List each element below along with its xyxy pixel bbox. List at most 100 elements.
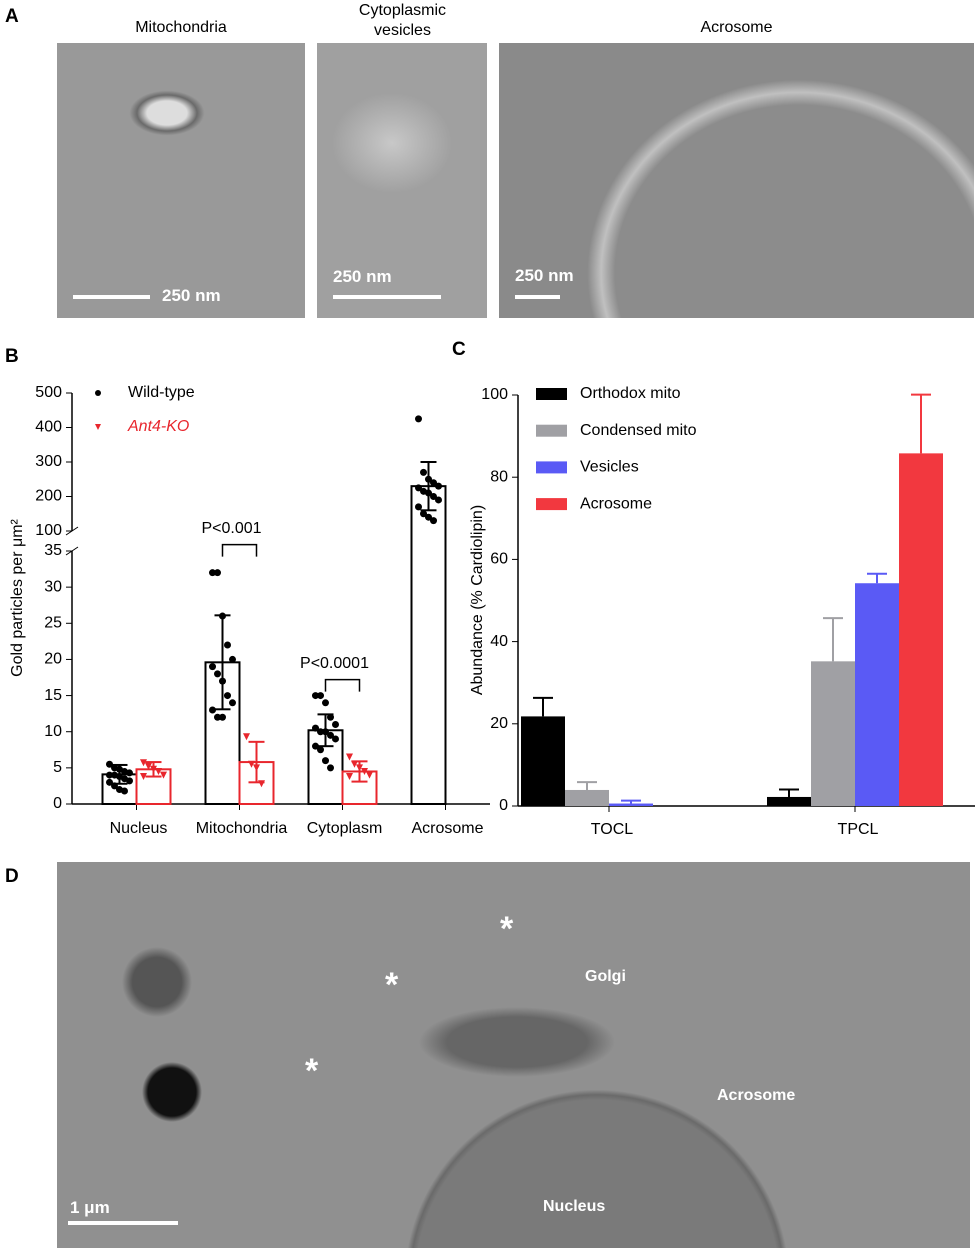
error-bar [867,572,887,584]
legend-swatch [536,388,567,400]
legend-swatch [536,498,567,511]
y-tick-label: 0 [53,795,62,812]
data-point [150,765,157,773]
y-tick-label: 500 [35,384,62,401]
bar [565,789,609,806]
scale-bar [68,1221,178,1225]
data-point [435,496,442,504]
legend-label: Ant4-KO [127,418,189,435]
error-bar [533,696,553,717]
marker: * [305,1052,319,1090]
y-tick-label: 20 [44,651,62,668]
data-point [126,769,133,777]
panel-label: B [5,346,19,367]
annotation: P<0.0001 [300,655,369,672]
scale-bar-label: 250 nm [515,266,574,285]
data-point [155,767,162,775]
scale-bar-label: 250 nm [333,267,392,286]
significance-bracket [324,678,361,692]
data-point [253,764,260,772]
data-point [312,724,319,732]
y-tick-label: 15 [44,687,62,704]
data-point [366,771,373,779]
y-tick-label: 5 [53,759,62,776]
data-point [214,569,221,577]
legend-marker [95,424,101,430]
image-label: Golgi [585,968,626,985]
y-tick-label: 80 [490,468,508,485]
data-point [425,475,432,483]
data-point [209,569,216,577]
image-title: Acrosome [700,19,773,36]
micrograph: 250 nm [317,43,487,318]
panel-label: A [5,6,19,27]
micrograph: Golgi Acrosome Nucleus * * * 1 μm [57,862,970,1248]
data-point [361,767,368,775]
micrograph: 250 nm [499,43,974,318]
data-point [317,692,324,700]
data-point [327,713,334,721]
legend-label: Wild-type [128,384,195,401]
data-point [140,773,147,781]
data-point [219,612,226,620]
data-point [415,415,422,423]
data-point [317,728,324,736]
x-tick-label: Cytoplasm [307,820,383,837]
data-point [160,771,167,779]
data-point [229,655,236,663]
legend-marker [95,390,101,396]
data-point [209,706,216,714]
bar [521,716,565,806]
marker: * [385,966,399,1004]
data-point [224,692,231,700]
data-point [322,699,329,707]
legend-label: Vesicles [580,459,639,476]
bar [767,796,811,806]
bar [899,453,943,806]
data-point [219,713,226,721]
scale-bar [333,295,441,299]
data-point [214,670,221,678]
data-point [415,503,422,511]
scale-bar-label: 250 nm [162,286,221,305]
x-tick-label: TPCL [838,821,879,838]
data-point [322,728,329,736]
data-point [332,720,339,728]
y-tick-label: 400 [35,419,62,436]
y-tick-label: 0 [499,797,508,814]
data-point [140,759,147,767]
image-label: Acrosome [717,1087,796,1104]
y-tick-label: 35 [44,542,62,559]
data-point [126,777,133,785]
data-point [209,663,216,671]
data-point [327,731,334,739]
y-axis-label: Abundance (% Cardiolipin) [469,505,486,695]
data-point [430,517,437,525]
data-point [346,773,353,781]
data-point [430,479,437,487]
legend-swatch [536,424,567,437]
y-tick-label: 20 [490,715,508,732]
data-point [214,713,221,721]
data-point [430,493,437,500]
y-tick-label: 200 [35,488,62,505]
data-point [145,762,152,770]
image-label: Nucleus [543,1198,606,1215]
y-axis-label: Gold particles per μm² [9,518,26,676]
data-point [327,764,334,772]
data-point [106,760,113,768]
x-tick-label: Nucleus [110,820,168,837]
bar [609,803,653,806]
data-point [258,780,265,788]
y-tick-label: 100 [35,522,62,539]
panel-label: C [452,339,466,360]
scale-bar-label: 1 μm [70,1198,110,1217]
data-point [106,778,113,786]
y-tick-label: 40 [490,633,508,650]
data-point [435,482,442,490]
error-bar [911,393,931,454]
data-point [106,771,113,779]
bar [855,583,899,806]
